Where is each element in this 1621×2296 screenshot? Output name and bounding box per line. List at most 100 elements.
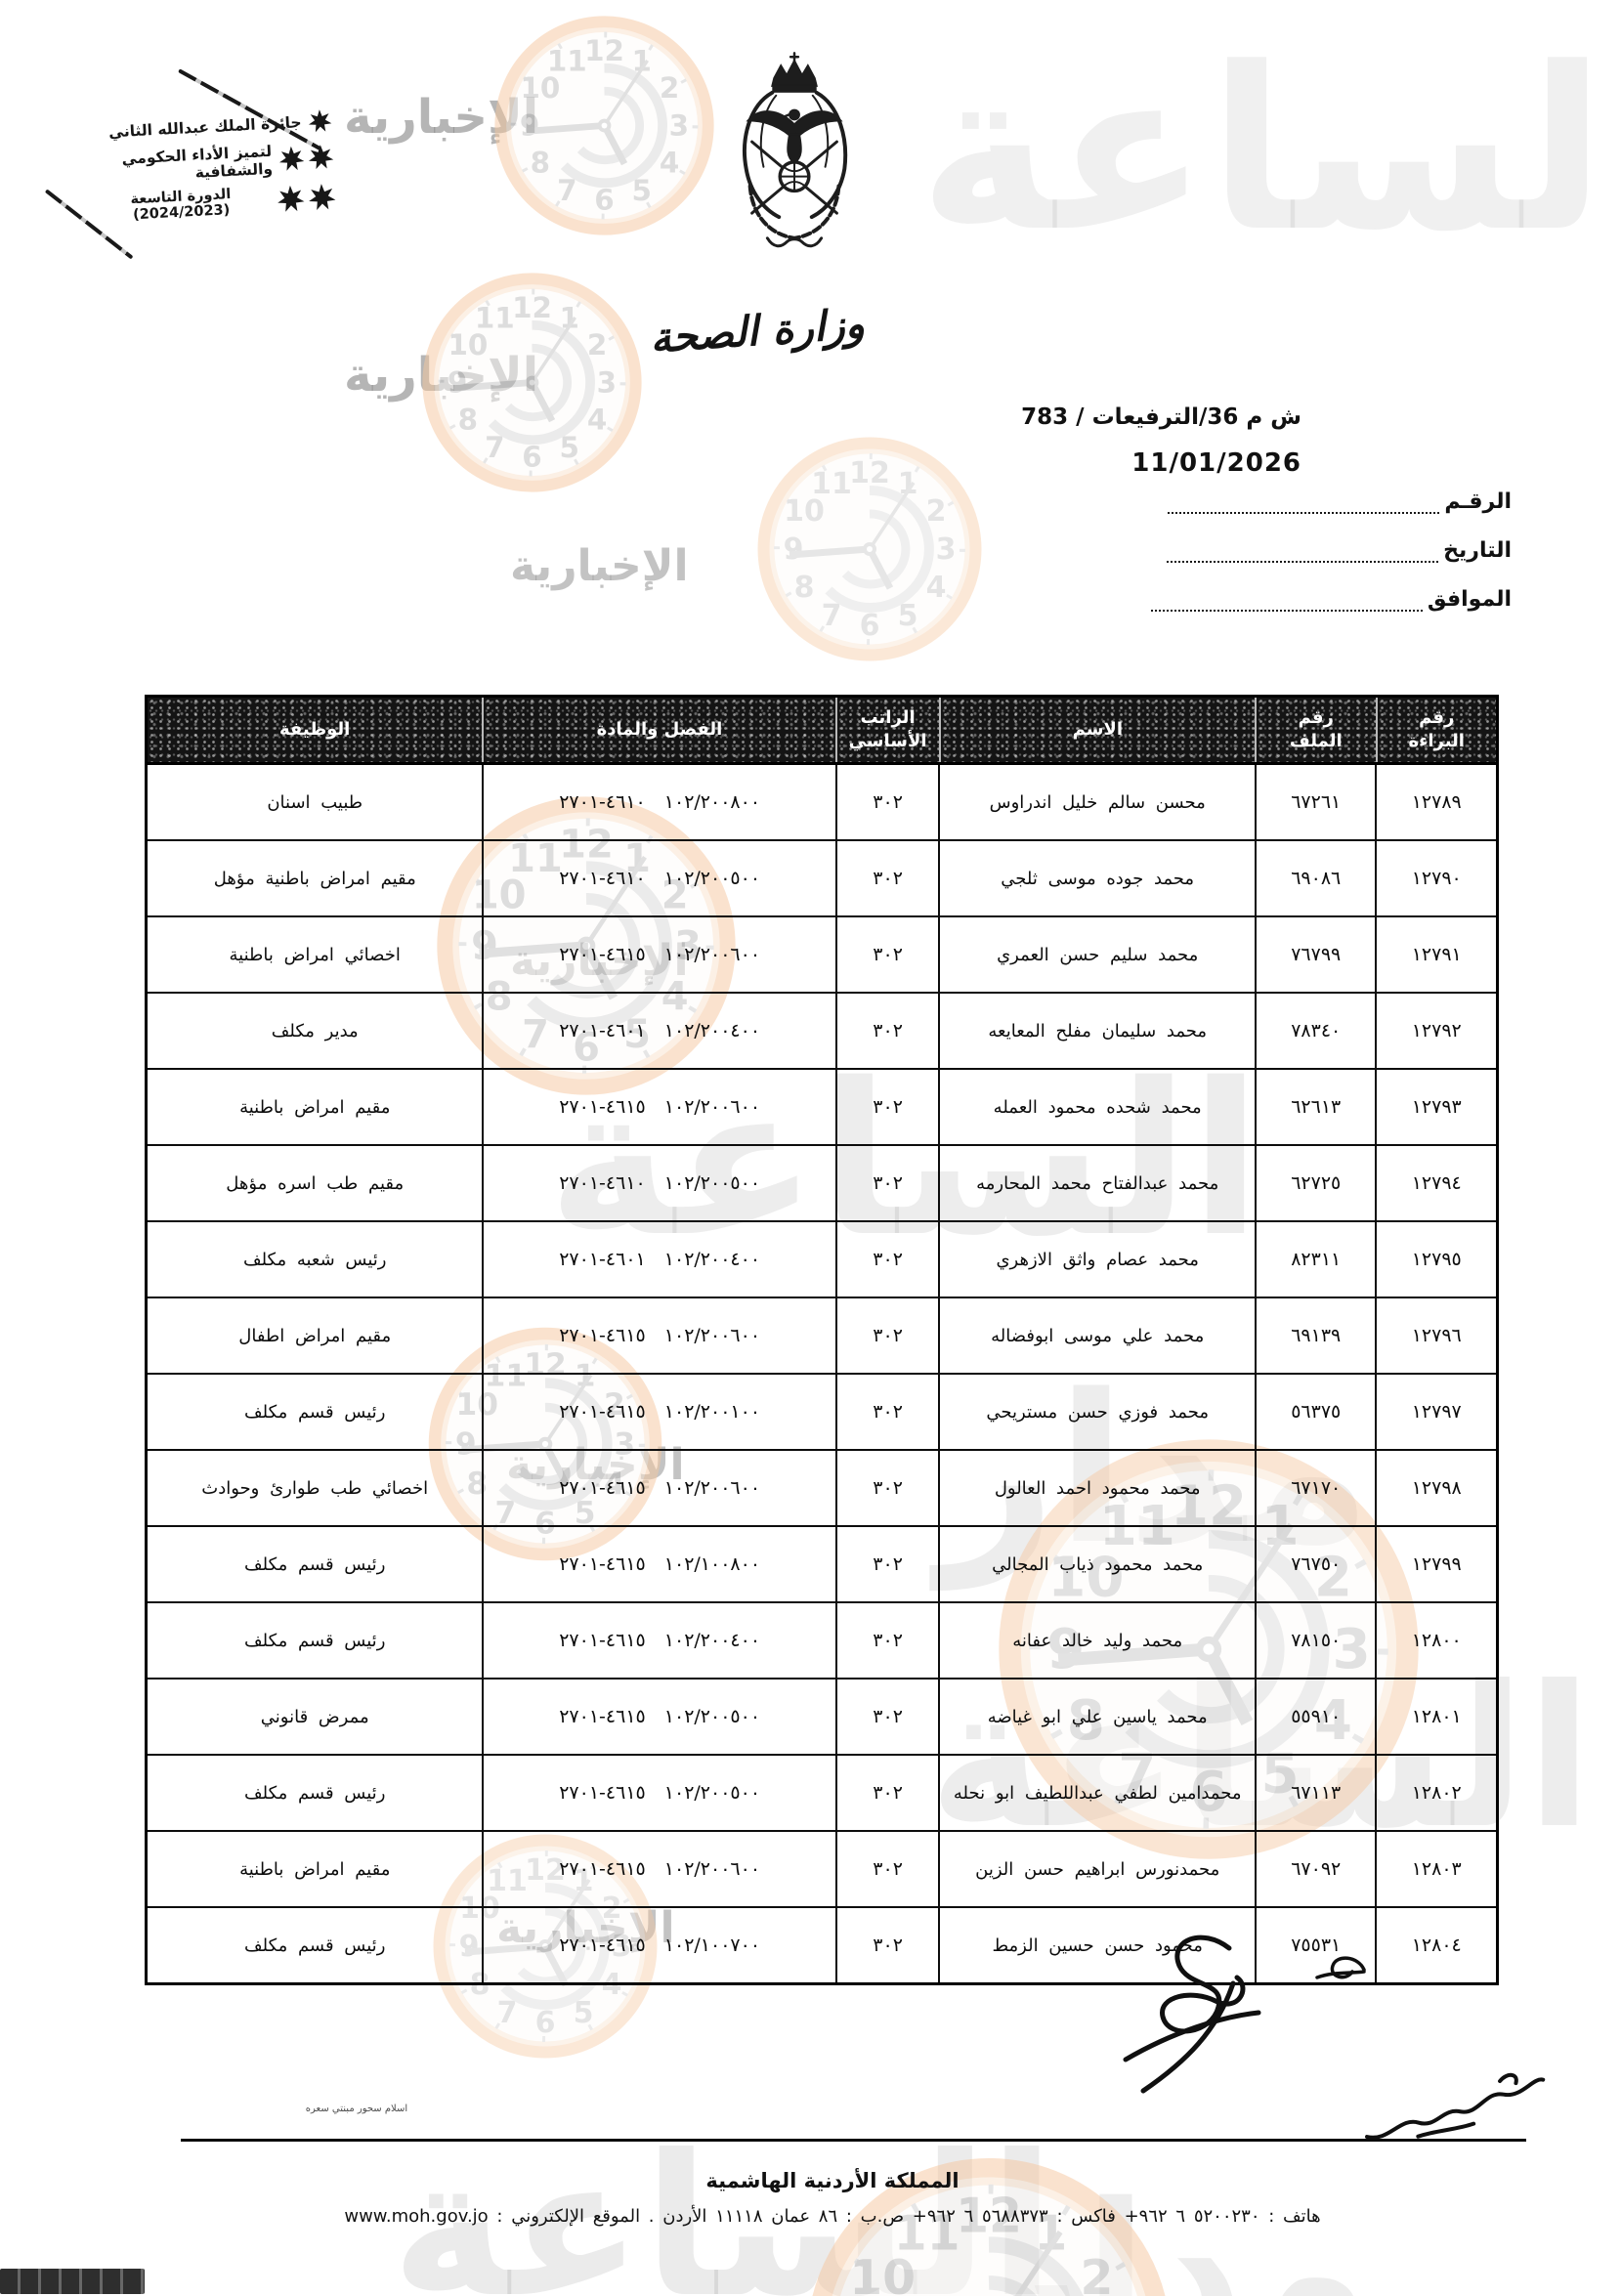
cell-name: محمدامين لطفي عبداللطيف ابو نحله xyxy=(938,1756,1255,1830)
award-stamp: جائزة الملك عبدالله الثاني لتميز الأداء … xyxy=(87,109,337,233)
seven-pointed-star-icon xyxy=(278,144,334,172)
cell-job-title: رئيس شعبه مكلف xyxy=(242,1249,387,1270)
typist-note: اسلام سحور مبنتي سعره xyxy=(305,2104,408,2114)
cell-serial-number: ١٢٨٠٤ xyxy=(1375,1908,1496,1982)
cell-chapter-article: ١٠٢/١٠٠٨٠٠ ٤٦١٥-٢٧٠١ xyxy=(482,1527,834,1601)
cell-job-title: مقيم امراض باطنية xyxy=(239,1096,391,1118)
number-field: الرقـم xyxy=(1168,487,1512,514)
cell-basic-salary: ٣٠٢ xyxy=(834,1222,939,1297)
cell-basic-salary: ٣٠٢ xyxy=(834,841,939,915)
cell-job-title: مقيم امراض اطفال xyxy=(238,1325,392,1346)
cell-name: محمد ياسين علي ابو غياضه xyxy=(938,1679,1255,1754)
royal-crest-icon xyxy=(743,52,848,248)
cell-basic-salary: ٣٠٢ xyxy=(834,1832,939,1906)
cell-file-number: ٧٨١٥٠ xyxy=(1254,1603,1376,1678)
agreed-field-line xyxy=(1150,584,1423,612)
cell-serial-number: ١٢٧٩٩ xyxy=(1375,1527,1496,1601)
cell-name: محمد محمود ذياب المجالي xyxy=(938,1527,1255,1601)
cell-serial-number: ١٢٨٠٠ xyxy=(1375,1603,1496,1678)
footer-contact-line: هاتف : ٥٢٠٠٢٣٠ ٦ ٩٦٢+ فاكس : ٥٦٨٨٣٧٣ ٦ ٩… xyxy=(344,2206,1321,2227)
cell-name: محمد محمود احمد العالول xyxy=(938,1451,1255,1525)
seven-pointed-star-icon xyxy=(277,183,336,213)
promotions-table: رقم البراءة رقم الملف الاسم الراتب الأسا… xyxy=(145,695,1499,1985)
table-body: ١٢٧٨٩ ٦٧٢٦١ محسن سالم خليل اندراوس ٣٠٢ ١… xyxy=(148,765,1496,1982)
cell-file-number: ٨٢٣١١ xyxy=(1254,1222,1376,1297)
header-job-title: الوظيفة xyxy=(148,698,482,762)
table-row: ١٢٨٠١ ٥٥٩١٠ محمد ياسين علي ابو غياضه ٣٠٢… xyxy=(148,1679,1496,1756)
cell-chapter-article: ١٠٢/٢٠٠٦٠٠ ٤٦١٥-٢٧٠١ xyxy=(482,1070,834,1144)
cell-job-title: مدير مكلف xyxy=(271,1020,359,1042)
cell-job-title: اخصائي طب طوارئ وحوادث xyxy=(201,1477,429,1499)
table-row: ١٢٧٩٧ ٥٦٣٧٥ محمد فوزي حسن مستريحي ٣٠٢ ١٠… xyxy=(148,1375,1496,1451)
cell-job-title: رئيس قسم مكلف xyxy=(244,1935,386,1956)
cell-file-number: ٦٩٠٨٦ xyxy=(1254,841,1376,915)
header-file-number: رقم الملف xyxy=(1255,698,1376,762)
cell-job-title: مقيم امراض باطنية مؤهل xyxy=(213,868,416,889)
clock-watermark-icon xyxy=(752,432,987,666)
cell-file-number: ٦٩١٣٩ xyxy=(1254,1298,1376,1373)
cell-job-title: اخصائي امراض باطنية xyxy=(229,944,401,965)
table-row: ١٢٧٩٠ ٦٩٠٨٦ محمد جوده موسى ثلجي ٣٠٢ ١٠٢/… xyxy=(148,841,1496,917)
table-row: ١٢٧٨٩ ٦٧٢٦١ محسن سالم خليل اندراوس ٣٠٢ ١… xyxy=(148,765,1496,841)
table-row: ١٢٧٩٢ ٧٨٣٤٠ محمد سليمان مفلح المعايعه ٣٠… xyxy=(148,994,1496,1070)
table-row: ١٢٧٩٣ ٦٢٦١٣ محمد شحده محمود العمله ٣٠٢ ١… xyxy=(148,1070,1496,1146)
cell-file-number: ٦٧٢٦١ xyxy=(1254,765,1376,839)
watermark-text: الإخبارية xyxy=(344,348,539,403)
table-row: ١٢٧٩٩ ٧٦٧٥٠ محمد محمود ذياب المجالي ٣٠٢ … xyxy=(148,1527,1496,1603)
footer-divider-rule xyxy=(181,2139,1526,2142)
cell-basic-salary: ٣٠٢ xyxy=(834,1451,939,1525)
cell-file-number: ٦٢٧٢٥ xyxy=(1254,1146,1376,1220)
watermark-text: الساعة xyxy=(918,21,1621,281)
cell-chapter-article: ١٠٢/٢٠٠٦٠٠ ٤٦١٥-٢٧٠١ xyxy=(482,917,834,992)
cell-file-number: ٧٨٣٤٠ xyxy=(1254,994,1376,1068)
cell-basic-salary: ٣٠٢ xyxy=(834,1756,939,1830)
cell-job-title: ممرض قانوني xyxy=(260,1706,369,1727)
table-row: ١٢٧٩٨ ٦٧١٧٠ محمد محمود احمد العالول ٣٠٢ … xyxy=(148,1451,1496,1527)
document-date: 11/01/2026 xyxy=(1131,448,1301,478)
cell-serial-number: ١٢٧٩٦ xyxy=(1375,1298,1496,1373)
cell-name: محمد وليد خالد عفانه xyxy=(938,1603,1255,1678)
cell-basic-salary: ٣٠٢ xyxy=(834,1603,939,1678)
cell-file-number: ٥٦٣٧٥ xyxy=(1254,1375,1376,1449)
table-row: ١٢٨٠٣ ٦٧٠٩٢ محمدنورس ابراهيم حسن الزين ٣… xyxy=(148,1832,1496,1908)
cell-chapter-article: ١٠٢/٢٠٠٨٠٠ ٤٦١٠-٢٧٠١ xyxy=(482,765,834,839)
date-field: التاريخ xyxy=(1167,535,1512,563)
cell-chapter-article: ١٠٢/١٠٠٧٠٠ ٤٦١٥-٢٧٠١ xyxy=(482,1908,834,1982)
cell-serial-number: ١٢٨٠٢ xyxy=(1375,1756,1496,1830)
seven-pointed-star-icon xyxy=(308,109,332,134)
cell-chapter-article: ١٠٢/٢٠٠٥٠٠ ٤٦١٥-٢٧٠١ xyxy=(482,1679,834,1754)
cell-serial-number: ١٢٧٩٥ xyxy=(1375,1222,1496,1297)
cell-name: محمدنورس ابراهيم حسن الزين xyxy=(938,1832,1255,1906)
table-row: ١٢٧٩٦ ٦٩١٣٩ محمد علي موسى ابوفضاله ٣٠٢ ١… xyxy=(148,1298,1496,1375)
cell-serial-number: ١٢٧٨٩ xyxy=(1375,765,1496,839)
handwritten-signature xyxy=(1123,1935,1261,2094)
cell-serial-number: ١٢٧٩١ xyxy=(1375,917,1496,992)
stamp-line-2: لتميز الأداء الحكومي والشفافية xyxy=(121,142,274,182)
header-name: الاسم xyxy=(938,698,1255,762)
cell-chapter-article: ١٠٢/٢٠٠٤٠٠ ٤٦١٥-٢٧٠١ xyxy=(482,1603,834,1678)
cell-file-number: ٧٦٧٥٠ xyxy=(1254,1527,1376,1601)
cell-job-title: مقيم امراض باطنية xyxy=(239,1858,391,1880)
scan-corner-smudge xyxy=(0,2269,145,2294)
cell-basic-salary: ٣٠٢ xyxy=(834,1908,939,1982)
cell-name: محمد فوزي حسن مستريحي xyxy=(938,1375,1255,1449)
table-row: ١٢٧٩١ ٧٦٧٩٩ محمد سليم حسن العمري ٣٠٢ ١٠٢… xyxy=(148,917,1496,994)
cell-basic-salary: ٣٠٢ xyxy=(834,1298,939,1373)
cell-serial-number: ١٢٧٩٢ xyxy=(1375,994,1496,1068)
footer-kingdom-title: المملكة الأردنية الهاشمية xyxy=(705,2169,960,2192)
table-row: ١٢٧٩٤ ٦٢٧٢٥ محمد عبدالفتاح محمد المحارمه… xyxy=(148,1146,1496,1222)
cell-serial-number: ١٢٨٠٣ xyxy=(1375,1832,1496,1906)
cell-chapter-article: ١٠٢/٢٠٠٦٠٠ ٤٦١٥-٢٧٠١ xyxy=(482,1832,834,1906)
cell-name: محمد علي موسى ابوفضاله xyxy=(938,1298,1255,1373)
cell-name: محسن سالم خليل اندراوس xyxy=(938,765,1255,839)
ministry-script-title: وزارة الصحة xyxy=(648,299,867,362)
table-row: ١٢٧٩٥ ٨٢٣١١ محمد عصام واثق الازهري ٣٠٢ ١… xyxy=(148,1222,1496,1298)
cell-file-number: ٦٧١٧٠ xyxy=(1254,1451,1376,1525)
cell-name: محمود حسن حسين الزمط xyxy=(938,1908,1255,1982)
cell-serial-number: ١٢٨٠١ xyxy=(1375,1679,1496,1754)
clock-watermark-icon xyxy=(490,11,719,240)
cell-basic-salary: ٣٠٢ xyxy=(834,1375,939,1449)
cell-file-number: ٦٧١١٣ xyxy=(1254,1756,1376,1830)
number-field-label: الرقـم xyxy=(1444,489,1512,514)
cell-name: محمد عصام واثق الازهري xyxy=(938,1222,1255,1297)
